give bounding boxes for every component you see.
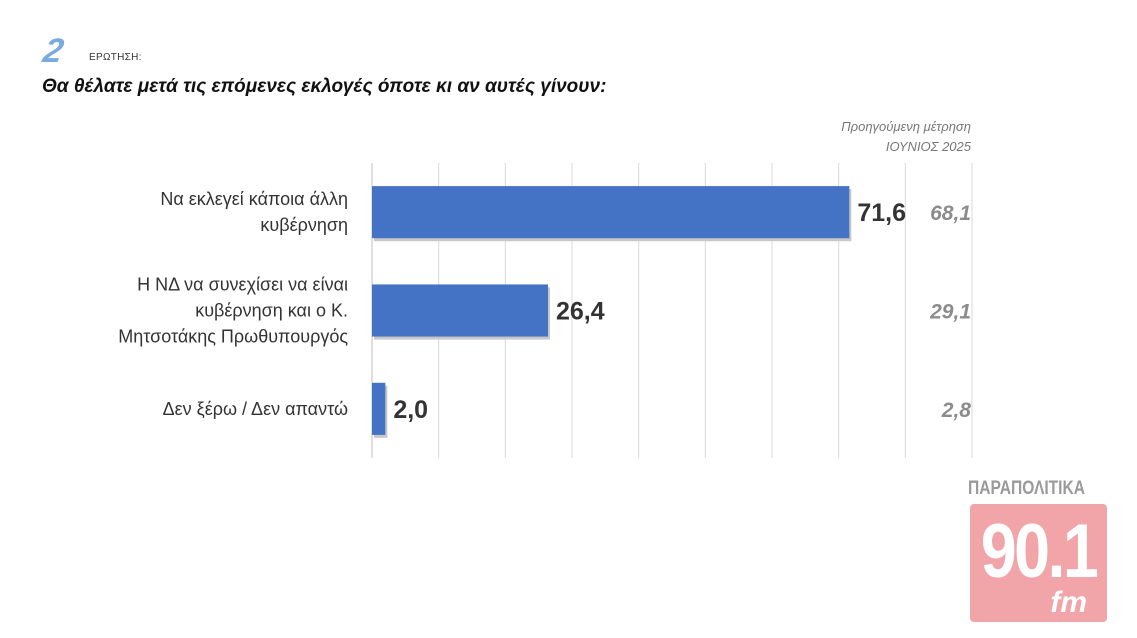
category-label: Δεν ξέρω / Δεν απαντώ: [163, 399, 348, 419]
data-label: 2,0: [393, 396, 428, 424]
logo-box: 90.1 fm: [970, 504, 1107, 622]
radio-logo: ΠΑΡΑΠΟΛΙΤΙΚΑ 90.1 fm: [968, 478, 1112, 628]
previous-value: 2,8: [941, 399, 972, 422]
data-label: 71,6: [857, 199, 906, 227]
category-label: Να εκλεγεί κάποια άλλη: [160, 189, 348, 209]
data-label: 26,4: [556, 298, 605, 326]
previous-date: ΙΟΥΝΙΟΣ 2025: [885, 139, 971, 154]
question-title: Θα θέλατε μετά τις επόμενες εκλογές όποτ…: [42, 76, 607, 97]
previous-measurement-header: Προηγούμενη μέτρηση ΙΟΥΝΙΟΣ 2025: [841, 117, 971, 157]
category-label: κυβέρνηση: [260, 215, 348, 235]
logo-frequency: 90.1: [980, 509, 1099, 594]
question-word: ΕΡΩΤΗΣΗ:: [89, 52, 142, 63]
logo-fm: fm: [1050, 586, 1087, 619]
category-label: Η ΝΔ να συνεχίσει να είναι: [137, 275, 348, 295]
category-label: κυβέρνηση και ο Κ.: [195, 301, 348, 321]
bar: [372, 284, 548, 337]
previous-label: Προηγούμενη μέτρηση: [841, 119, 971, 134]
bar: [372, 186, 850, 239]
bar: [372, 382, 386, 435]
previous-value: 68,1: [930, 202, 971, 225]
category-label: Μητσοτάκης Πρωθυπουργός: [118, 327, 348, 347]
logo-brand-text: ΠΑΡΑΠΟΛΙΤΙΚΑ: [968, 478, 1086, 499]
previous-value: 29,1: [929, 301, 971, 324]
